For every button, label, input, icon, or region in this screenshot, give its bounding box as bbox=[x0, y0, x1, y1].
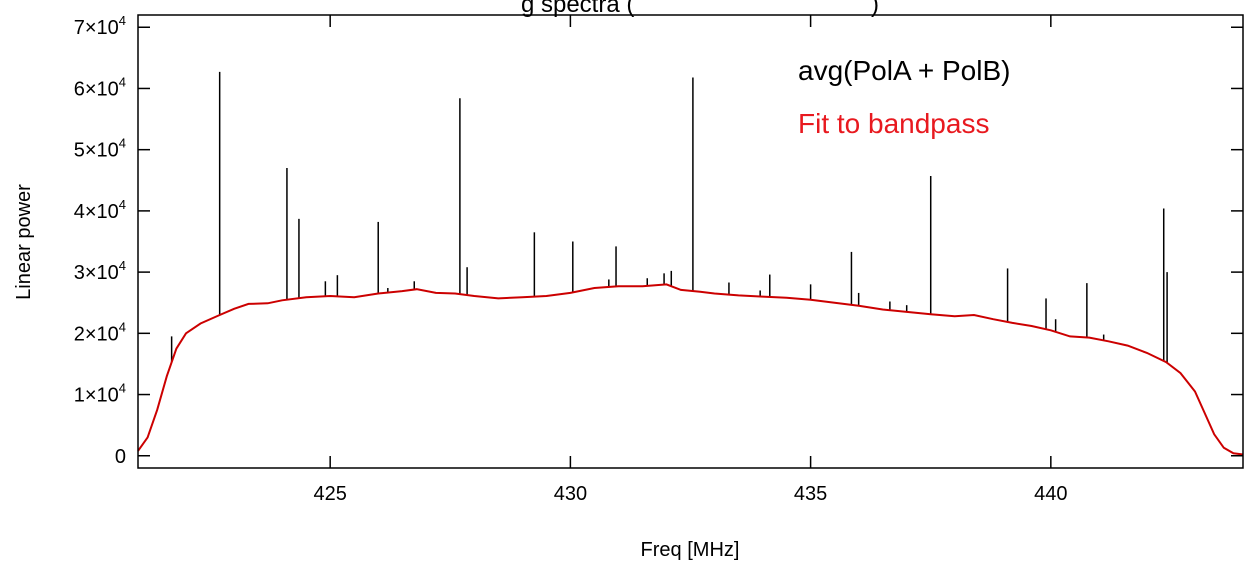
legend-entry-series-2: Fit to bandpass bbox=[798, 108, 989, 139]
chart-title-left: g spectra ( bbox=[521, 0, 634, 18]
plot-frame bbox=[137, 14, 1244, 469]
y-axis: 0 1×104 2×104 3×104 4×104 5×104 6×104 7×104 bbox=[74, 13, 1243, 468]
y-tick-label-30000: 3×104 bbox=[74, 258, 126, 284]
fit-line bbox=[137, 283, 1244, 456]
y-tick-label-40000: 4×104 bbox=[74, 197, 126, 223]
y-tick-label-20000: 2×104 bbox=[74, 319, 126, 345]
x-tick-label-440: 440 bbox=[1034, 483, 1067, 505]
chart-title-right: ) bbox=[871, 0, 879, 18]
y-tick-label-10000: 1×104 bbox=[74, 381, 126, 407]
y-tick-label-60000: 6×104 bbox=[74, 74, 126, 100]
y-tick-label-0: 0 bbox=[115, 446, 126, 468]
y-tick-label-50000: 5×104 bbox=[74, 136, 126, 162]
y-tick-label-70000: 7×104 bbox=[74, 13, 126, 39]
chart-title-fragment: g spectra ( ) bbox=[521, 0, 879, 18]
x-tick-label-425: 425 bbox=[313, 483, 346, 505]
legend-entry-series-1: avg(PolA + PolB) bbox=[798, 55, 1010, 86]
x-tick-label-430: 430 bbox=[554, 483, 587, 505]
x-axis-title: Freq [MHz] bbox=[641, 539, 740, 561]
x-axis: 425 430 435 440 bbox=[313, 15, 1068, 505]
x-tick-label-435: 435 bbox=[794, 483, 827, 505]
data-layer bbox=[137, 71, 1244, 456]
y-axis-title: Linear power bbox=[13, 184, 35, 300]
